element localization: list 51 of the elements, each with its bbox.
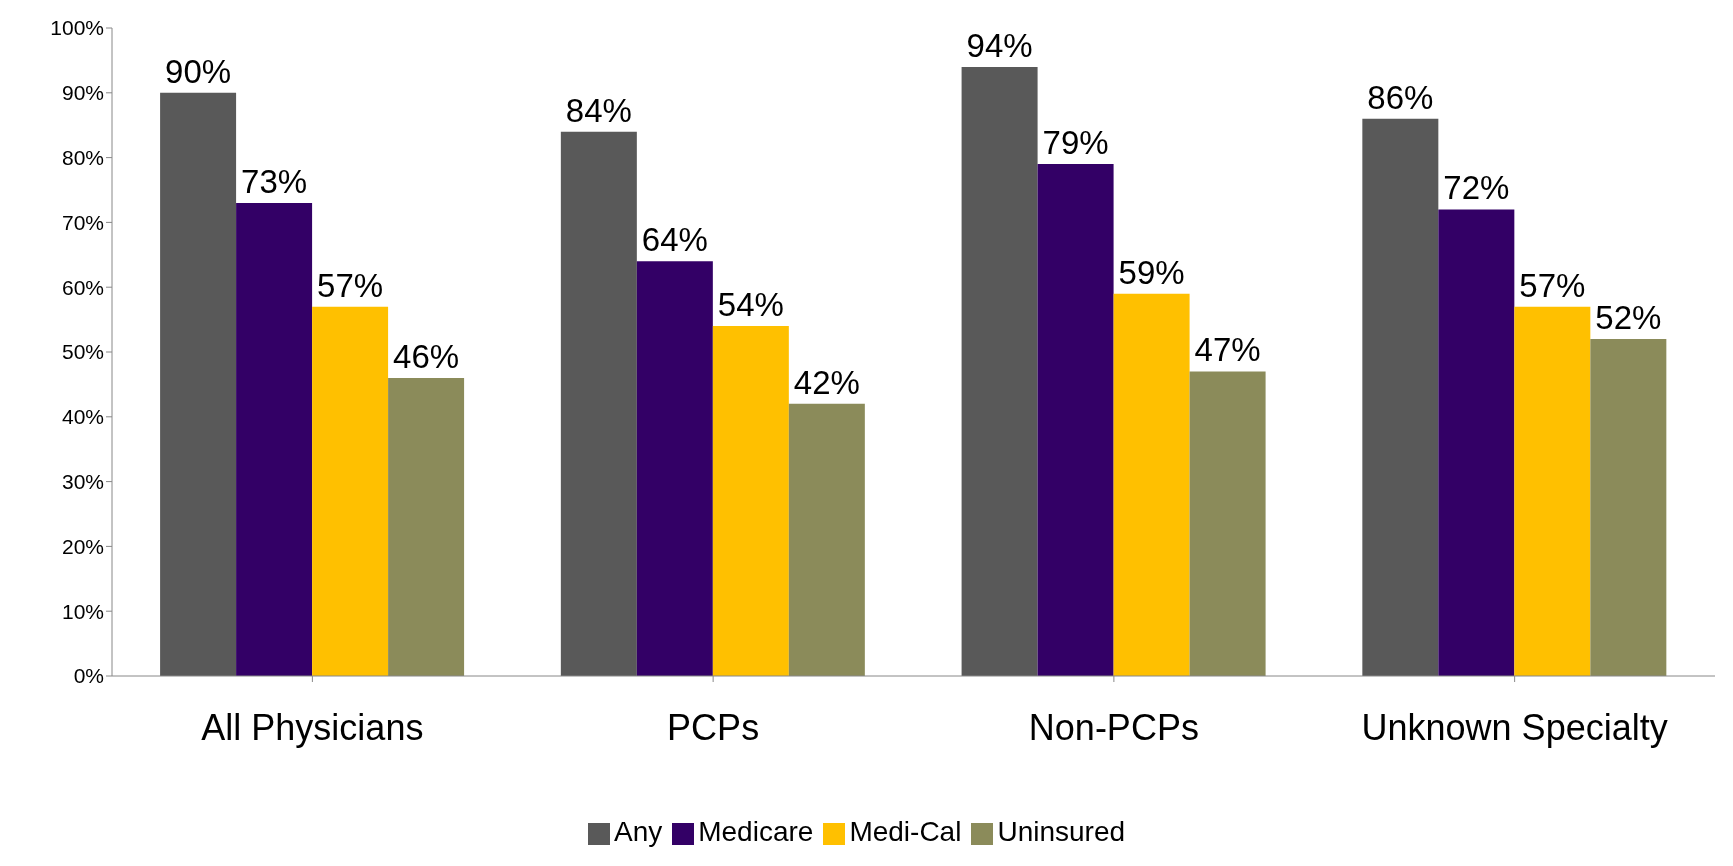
bar: [1590, 339, 1667, 676]
y-tick-label: 80%: [61, 146, 104, 170]
data-label: 54%: [717, 286, 784, 324]
y-tick-label: 40%: [61, 405, 104, 429]
bar: [160, 92, 237, 676]
y-tick-label: 30%: [61, 470, 104, 494]
y-tick-label: 100%: [50, 16, 104, 40]
data-label: 42%: [793, 363, 860, 401]
legend-label: Medicare: [698, 816, 814, 847]
y-tick-label: 60%: [61, 275, 104, 299]
bar: [236, 202, 313, 676]
data-label: 57%: [1519, 266, 1586, 304]
data-label: 59%: [1118, 253, 1185, 291]
data-label: 57%: [317, 266, 384, 304]
bar: [1362, 118, 1439, 676]
bar: [1037, 164, 1114, 676]
x-tick-label: Unknown Specialty: [1361, 706, 1668, 748]
data-label: 72%: [1443, 169, 1510, 207]
data-label: 86%: [1367, 78, 1434, 116]
legend-label: Any: [613, 816, 663, 847]
legend-label: Uninsured: [997, 816, 1126, 847]
data-label: 79%: [1042, 124, 1109, 162]
y-tick-label: 70%: [61, 210, 104, 234]
data-label: 90%: [165, 52, 232, 90]
data-label: 94%: [966, 26, 1033, 64]
x-tick-label: All Physicians: [201, 706, 424, 748]
bar: [1189, 371, 1266, 676]
bar: [636, 261, 713, 676]
bar: [1113, 293, 1190, 676]
data-label: 46%: [393, 337, 460, 375]
bar: [961, 66, 1038, 676]
bar: [560, 131, 637, 676]
bar: [388, 377, 465, 676]
y-tick-label: 90%: [61, 81, 104, 105]
data-label: 47%: [1194, 331, 1261, 369]
bar: [1438, 209, 1515, 676]
y-tick-label: 0%: [73, 664, 104, 688]
legend-label: Medi-Cal: [849, 816, 962, 847]
bar: [788, 403, 865, 676]
bar: [1514, 306, 1591, 676]
bar: [312, 306, 389, 676]
x-tick-label: PCPs: [667, 706, 760, 748]
bar: [712, 326, 789, 676]
data-label: 84%: [565, 91, 632, 129]
x-tick-label: Non-PCPs: [1028, 706, 1199, 748]
y-tick-label: 10%: [61, 599, 104, 623]
data-label: 52%: [1595, 299, 1662, 337]
data-label: 64%: [641, 221, 708, 259]
y-tick-label: 50%: [61, 340, 104, 364]
data-label: 73%: [241, 162, 308, 200]
y-tick-label: 20%: [61, 534, 104, 558]
